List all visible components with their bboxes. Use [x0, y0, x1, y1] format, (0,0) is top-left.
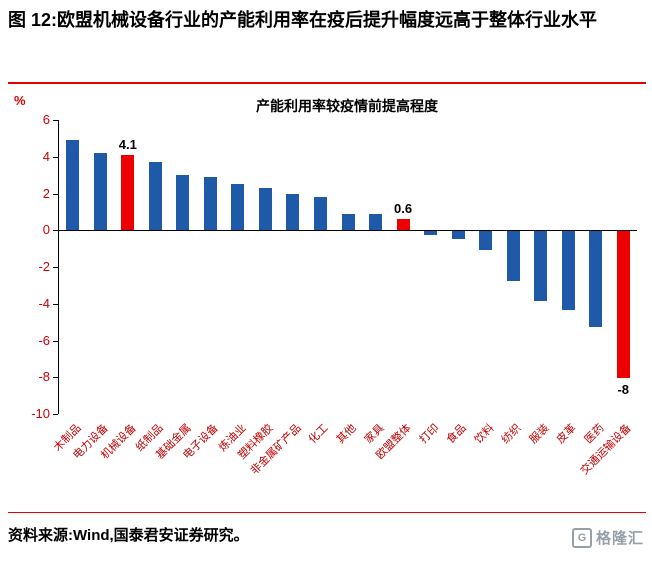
bar-chart-plot-area: 木制品 电力设备 机械设备 纸制品 基础金属 电子设备 炼油业 塑料橡胶 非金属矿产品 化工 其他家… [52, 120, 637, 477]
bar [369, 213, 383, 231]
gelonghui-logo-text: 格隆汇 [595, 530, 644, 547]
bar [534, 231, 548, 302]
bar [93, 153, 107, 231]
bar [203, 176, 217, 231]
bar [479, 231, 493, 250]
x-axis-zero-line [59, 230, 637, 232]
bar [148, 162, 162, 231]
chart-title: 产能利用率较疫情前提高程度 [256, 98, 438, 114]
y-axis-tick-label: -6 [38, 332, 50, 348]
y-axis-tick-mark [53, 377, 58, 379]
y-axis-tick-mark [53, 303, 58, 305]
figure-title: 图 12:欧盟机械设备行业的产能利用率在疫后提升幅度远高于整体行业水平 [8, 10, 598, 30]
y-axis-tick-label: -10 [31, 406, 50, 421]
bar-value-label: 0.6 [394, 201, 413, 217]
y-axis-tick-mark [53, 156, 58, 158]
footer-divider-line [8, 512, 646, 513]
y-axis-tick-label: 6 [42, 112, 50, 127]
y-axis-tick-mark [53, 414, 58, 415]
bar [451, 231, 465, 239]
bar [286, 193, 300, 231]
y-axis-tick-mark [53, 120, 58, 121]
bar [231, 184, 245, 231]
y-axis-tick-label: 2 [42, 185, 50, 201]
bar [506, 231, 520, 281]
y-axis-unit-label: % [14, 93, 26, 108]
bar [396, 219, 410, 231]
bar [589, 231, 603, 327]
y-axis-tick-label: 4 [42, 148, 50, 164]
source-note: 资料来源:Wind,国泰君安证券研究。 [8, 527, 249, 544]
bar-value-label: -8 [617, 382, 630, 398]
gelonghui-logo-icon: G [571, 527, 592, 548]
bar [176, 175, 190, 231]
y-axis-tick-mark [53, 193, 58, 195]
bar [258, 187, 272, 231]
y-axis-tick-label: -8 [38, 369, 50, 385]
bar [121, 154, 135, 231]
bar [66, 140, 80, 231]
bar [616, 231, 630, 379]
gelonghui-logo: G 格隆汇 [571, 527, 644, 548]
y-axis-tick-mark [53, 230, 58, 232]
bar [561, 231, 575, 311]
y-axis-tick-mark [53, 340, 58, 342]
bar [424, 231, 438, 235]
bar-value-label: 4.1 [118, 136, 137, 152]
y-axis-tick-mark [53, 267, 58, 268]
y-axis-tick-label: 0 [42, 222, 50, 238]
y-axis-tick-label: -4 [38, 295, 50, 311]
bar [341, 213, 355, 231]
y-axis-tick-label: -2 [38, 259, 50, 274]
title-divider-line [8, 82, 646, 84]
bar [313, 197, 327, 231]
